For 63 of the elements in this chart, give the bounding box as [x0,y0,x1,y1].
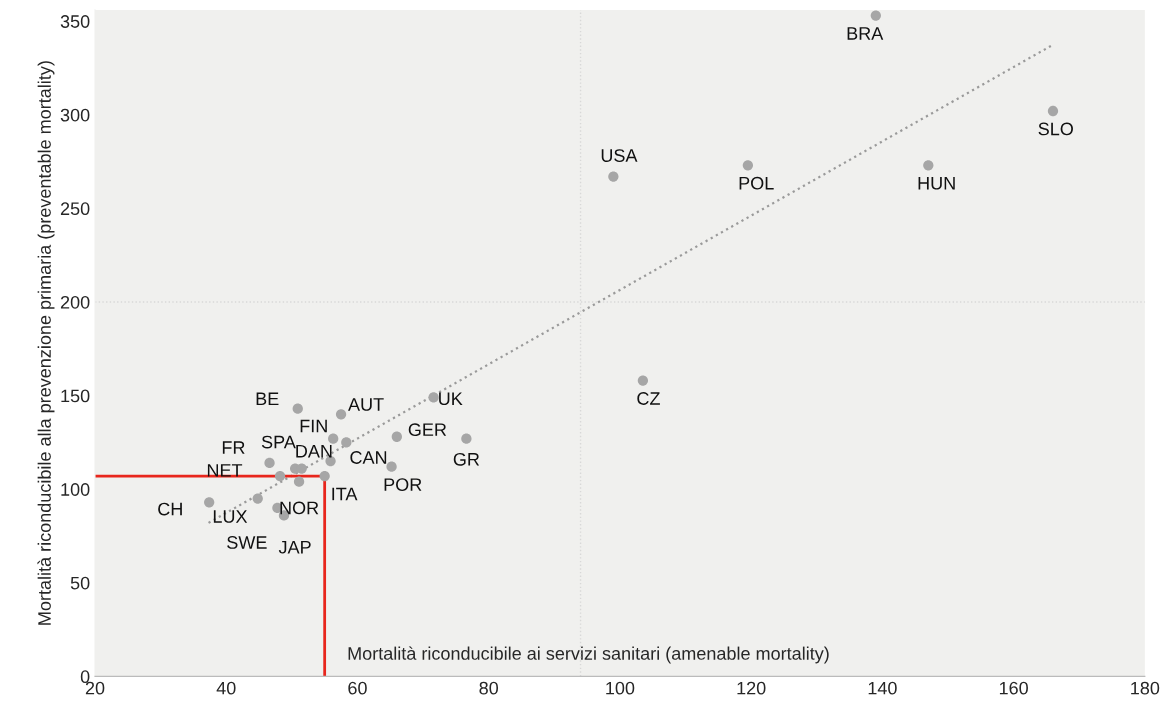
y-tick-label: 200 [60,295,90,309]
y-tick-label: 0 [80,670,90,684]
x-tick-label: 140 [868,681,897,695]
point [742,160,754,171]
point [461,433,472,444]
annotation: NOR [280,501,319,515]
y-axis-title: Mortalità riconducibile alla prevenzione primaria (preventable mortality) [37,61,55,625]
annotation: CZ [637,392,660,405]
annotation: BE [256,392,279,406]
annotation: AUT [348,398,384,411]
annotation: FIN [300,419,327,433]
annotation: POL [739,176,774,190]
point [1047,105,1059,117]
annotation: GER [408,423,447,437]
annotation: SPA [261,435,296,449]
x-tick-label: 100 [606,681,635,695]
point [293,476,305,487]
point [428,392,439,403]
y-tick-label: 250 [60,202,90,216]
point [386,461,397,472]
annotation: ITA [332,487,358,501]
x-axis-title: Mortalità riconducibile ai servizi sanitari (amenable mortality) [348,646,829,664]
point [335,409,347,420]
point [923,160,934,171]
x-tick-label: 60 [348,681,367,695]
y-tick-label: 50 [70,576,90,590]
annotation: DAN [296,445,332,458]
point [637,375,649,386]
annotation: GR [453,452,480,466]
x-tick-label: 20 [85,681,105,695]
point [328,433,339,444]
annotation: BRA [847,27,884,40]
x-tick-label: 40 [216,681,236,695]
point [264,457,275,469]
y-tick-label: 300 [60,108,90,122]
point [274,470,286,482]
annotation: USA [601,149,638,162]
annotation: JAP [278,540,311,554]
annotation: LUX [213,510,248,523]
point [292,403,303,414]
y-tick-label: 350 [60,15,90,28]
annotation: NET [207,464,243,477]
annotation: FR [222,441,245,454]
point [608,171,619,182]
annotation: POR [384,478,422,491]
y-tick-label: 150 [61,389,90,403]
annotation: SWE [227,536,267,549]
x-tick-label: 80 [479,681,499,695]
point [319,470,330,482]
x-tick-label: 160 [999,681,1028,695]
annotation: CAN [350,451,387,464]
y-tick-label: 100 [61,483,90,496]
x-tick-label: 180 [1131,681,1160,695]
point [204,497,215,508]
annotation: UK [439,392,463,406]
point [341,437,352,448]
point [870,10,881,21]
annotation: HUN [918,177,955,190]
annotation: CH [158,502,182,516]
annotation: SLO [1038,122,1073,136]
point [252,493,263,504]
x-tick-label: 120 [737,681,766,695]
point [391,431,402,442]
